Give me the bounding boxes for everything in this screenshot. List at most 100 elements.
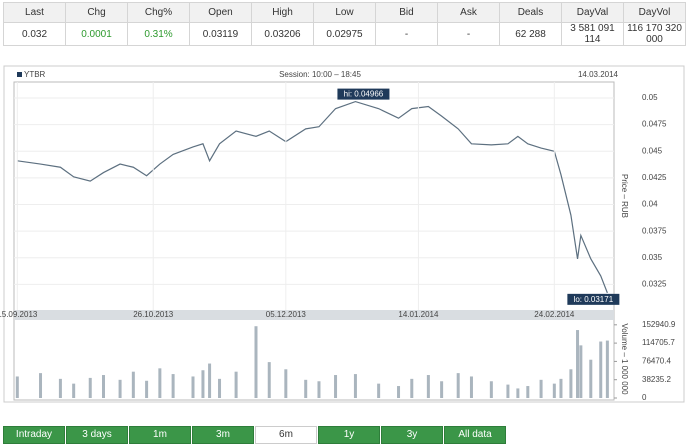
volume-bar <box>88 377 92 398</box>
y-tick-label: 0.0375 <box>642 226 667 235</box>
quote-table: Last Chg Chg% Open High Low Bid Ask Deals DayVal D… <box>3 2 686 46</box>
y-tick-label: 0.0475 <box>642 120 667 129</box>
volume-bar <box>254 326 258 398</box>
x-tick-label: 15.09.2013 <box>0 310 38 319</box>
volume-bar <box>131 371 135 398</box>
volume-bar <box>426 375 430 398</box>
y-tick-label: 0.035 <box>642 253 663 262</box>
x-tick-label: 05.12.2013 <box>266 310 307 319</box>
cell: 62 288 <box>499 22 562 46</box>
volume-bar <box>559 378 563 398</box>
volume-bar <box>576 330 580 398</box>
volume-bar <box>377 383 381 398</box>
tab-button[interactable]: All data <box>444 426 506 444</box>
tab-button[interactable]: 3 days <box>66 426 128 444</box>
y-tick-label: 0.0425 <box>642 173 667 182</box>
volume-bar <box>304 379 308 398</box>
y-tick-label: 38235.2 <box>642 375 671 384</box>
cell: 116 170 320 000 <box>623 22 686 46</box>
volume-bar <box>489 381 493 398</box>
volume-bar <box>552 383 556 398</box>
volume-bar <box>158 368 162 398</box>
cell: 0.03206 <box>251 22 314 46</box>
tab-button[interactable]: 6m <box>255 426 317 444</box>
column-header: Ask <box>437 2 500 23</box>
y-tick-label: 0.045 <box>642 146 663 155</box>
y-tick-label: 0.04 <box>642 200 658 209</box>
y-tick-label: 76470.4 <box>642 357 671 366</box>
legend-label: YTBR <box>24 70 46 79</box>
volume-bar <box>145 380 149 398</box>
y-axis-label: Volume – 1 000 000 <box>620 323 629 395</box>
volume-bar <box>353 374 357 398</box>
y-tick-label: 0.05 <box>642 93 658 102</box>
column-header: Bid <box>375 2 438 23</box>
annotation: lo: 0.03171 <box>574 295 614 304</box>
volume-bar <box>15 376 19 398</box>
volume-bar <box>539 379 543 398</box>
volume-bar <box>599 341 603 398</box>
annotation-box <box>337 88 390 100</box>
cell: 0.02975 <box>313 22 376 46</box>
volume-bar <box>605 340 609 398</box>
volume-bar <box>72 383 76 398</box>
date: 14.03.2014 <box>578 70 619 79</box>
volume-bar <box>317 381 321 398</box>
volume-bar <box>58 378 62 398</box>
volume-bar <box>102 375 106 398</box>
volume-bar <box>506 384 510 398</box>
y-tick-label: 152940.9 <box>642 320 676 329</box>
column-header: Last <box>3 2 66 23</box>
x-tick-label: 14.01.2014 <box>398 310 439 319</box>
session: Session: 10:00 – 18:45 <box>279 70 361 79</box>
chart: Session: 10:00 – 18:45 14.03.2014 0.0325… <box>0 65 685 403</box>
annotation-box <box>567 293 620 305</box>
volume-bar <box>440 381 444 398</box>
volume-bar <box>201 370 205 398</box>
volume-bar <box>516 388 520 398</box>
tab-button[interactable]: 1m <box>129 426 191 444</box>
plot-frame <box>13 81 615 401</box>
x-axis-band <box>14 310 614 320</box>
volume-bar <box>218 378 222 398</box>
column-header: High <box>251 2 314 23</box>
volume-bar <box>569 369 573 398</box>
cell: - <box>437 22 500 46</box>
column-header: Deals <box>499 2 562 23</box>
column-header: DayVol <box>623 2 686 23</box>
column-header: Chg <box>65 2 128 23</box>
volume-bar <box>397 386 401 398</box>
volume-bar <box>284 369 288 398</box>
y-tick-label: 114705.7 <box>642 338 675 347</box>
row: 0.032 0.0001 0.31% 0.03119 0.03206 0.02975- -6… <box>3 22 686 46</box>
y-tick-label: 0 <box>642 393 647 402</box>
cell: 0.032 <box>3 22 66 46</box>
annotation: hi: 0.04966 <box>344 90 384 99</box>
volume-bar <box>334 375 338 398</box>
volume-bar <box>526 386 530 398</box>
legend-swatch <box>17 72 22 77</box>
tab-button[interactable]: 1y <box>318 426 380 444</box>
column-header: Low <box>313 2 376 23</box>
x-tick-label: 24.02.2014 <box>534 310 575 319</box>
volume-bar <box>456 373 460 398</box>
tab-button[interactable]: Intraday <box>3 426 65 444</box>
volume-bar <box>171 374 175 398</box>
volume-bar <box>234 371 238 398</box>
volume-bar <box>39 373 43 398</box>
x-tick-label: 26.10.2013 <box>133 310 174 319</box>
tab-button[interactable]: 3m <box>192 426 254 444</box>
volume-bar <box>208 363 212 398</box>
cell: 3 581 091 114 <box>561 22 624 46</box>
volume-bar <box>410 378 414 398</box>
cell: 0.03119 <box>189 22 252 46</box>
volume-bar <box>267 362 271 398</box>
volume-bar <box>579 345 583 398</box>
volume-bar <box>469 376 473 398</box>
y-axis-label: Price – RUB <box>620 174 629 218</box>
tab-button[interactable]: 3y <box>381 426 443 444</box>
y-tick-label: 0.0325 <box>642 280 667 289</box>
volume-bar <box>589 359 593 398</box>
volume-bar <box>191 376 195 398</box>
